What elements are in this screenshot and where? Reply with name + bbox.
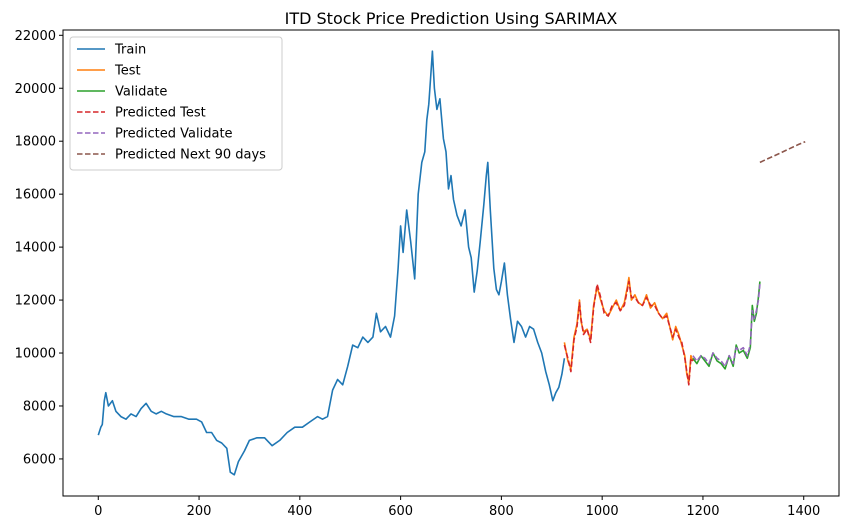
- legend-label: Predicted Validate: [115, 127, 233, 142]
- chart-title: ITD Stock Price Prediction Using SARIMAX: [285, 9, 618, 28]
- y-tick-label: 18000: [15, 135, 56, 150]
- plot-frame: [62, 29, 840, 497]
- series-line-predicted-validate: [692, 284, 761, 368]
- y-tick-label: 14000: [15, 241, 56, 256]
- series-line-predicted-test: [563, 280, 694, 386]
- y-tick-label: 22000: [15, 29, 56, 44]
- x-tick-label: 1200: [686, 504, 719, 519]
- x-tick-label: 1000: [586, 504, 619, 519]
- series-line-train: [97, 50, 566, 476]
- y-tick-label: 16000: [15, 188, 56, 203]
- legend-label: Train: [114, 43, 146, 58]
- x-tick-label: 0: [94, 504, 102, 519]
- legend-label: Validate: [115, 85, 167, 100]
- y-tick-label: 6000: [23, 452, 56, 467]
- y-tick-label: 10000: [15, 347, 56, 362]
- x-axis: 0 200 400 600 800 1000 1200 1400: [94, 496, 820, 519]
- legend-label: Predicted Next 90 days: [115, 148, 266, 163]
- legend-label: Test: [114, 64, 141, 79]
- x-tick-label: 600: [388, 504, 413, 519]
- y-tick-label: 12000: [15, 294, 56, 309]
- series-line-validate: [692, 281, 761, 370]
- legend-label: Predicted Test: [115, 106, 206, 121]
- x-tick-label: 400: [287, 504, 312, 519]
- series-line-test: [563, 276, 694, 383]
- y-axis: 6000 8000 10000 12000 14000 16000 18000 20000 22…: [15, 29, 63, 467]
- series-lines: [97, 50, 806, 476]
- y-tick-label: 8000: [23, 399, 56, 414]
- legend: Train Test Validate Predicted Test Predicted…: [69, 36, 283, 171]
- x-tick-label: 200: [187, 504, 212, 519]
- legend-box: [69, 36, 283, 171]
- x-tick-label: 800: [489, 504, 514, 519]
- series-line-predicted-next-90-days: [759, 140, 806, 164]
- y-tick-label: 20000: [15, 82, 56, 97]
- x-tick-label: 1400: [787, 504, 820, 519]
